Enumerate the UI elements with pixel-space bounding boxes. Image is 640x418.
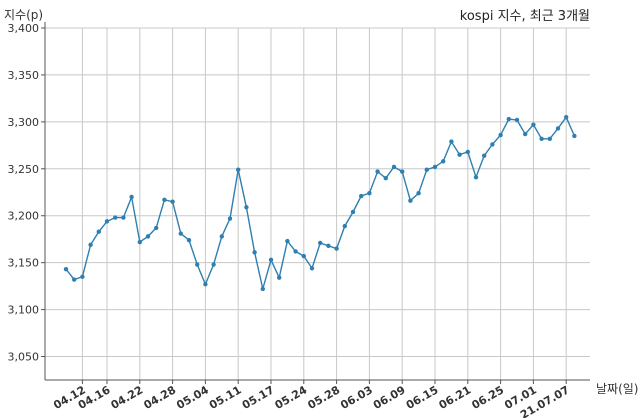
data-point	[244, 205, 249, 210]
data-point	[482, 153, 487, 158]
y-tick-label: 3,050	[8, 351, 40, 364]
data-point	[391, 164, 397, 170]
data-point	[367, 191, 372, 196]
data-point	[186, 237, 192, 243]
data-point	[88, 242, 93, 248]
data-point	[359, 193, 364, 199]
x-tick-label: 06.15	[404, 383, 441, 412]
grid	[45, 27, 590, 380]
data-point	[63, 267, 69, 272]
x-tick-label: 04.22	[109, 383, 146, 412]
x-tick-label: 06.25	[469, 383, 506, 412]
data-point	[129, 194, 134, 200]
y-tick-label: 3,150	[8, 257, 40, 270]
data-point	[564, 114, 569, 120]
data-point	[203, 282, 208, 287]
data-point	[80, 274, 85, 279]
x-tick-label: 06.03	[338, 383, 375, 412]
y-axis-label: 지수(p)	[4, 8, 44, 22]
data-point	[72, 277, 77, 282]
data-point	[514, 117, 520, 123]
data-point	[211, 262, 216, 267]
data-point	[178, 231, 183, 236]
data-point	[309, 266, 315, 271]
data-point	[465, 149, 470, 155]
data-point	[441, 159, 446, 164]
data-point	[523, 131, 528, 137]
data-point	[400, 169, 405, 174]
x-tick-label: 04.28	[141, 383, 178, 412]
data-point	[260, 286, 265, 292]
data-point	[326, 243, 331, 248]
data-point	[547, 136, 552, 141]
y-tick-label: 3,300	[8, 116, 40, 129]
data-point	[375, 169, 380, 174]
data-point	[539, 136, 544, 141]
data-point	[268, 257, 274, 263]
data-point	[236, 167, 241, 172]
data-point	[104, 219, 110, 224]
series-kospi	[63, 114, 577, 292]
y-tick-label: 3,400	[8, 22, 40, 35]
x-tick-label: 06.21	[437, 383, 474, 412]
data-point	[170, 199, 175, 204]
data-point	[424, 167, 429, 172]
y-axis-ticks: 3,050 3,100 3,150 3,200 3,250 3,300 3,350 3,400	[8, 22, 45, 364]
data-point	[195, 262, 200, 267]
x-tick-label: 05.28	[305, 383, 342, 412]
data-point	[96, 229, 102, 234]
data-point	[457, 152, 462, 157]
x-tick-label: 05.17	[240, 383, 277, 412]
data-point	[572, 133, 577, 139]
y-tick-label: 3,350	[8, 69, 40, 82]
y-tick-label: 3,200	[8, 210, 40, 223]
data-point	[531, 122, 536, 127]
x-tick-label: 05.04	[174, 383, 211, 412]
data-point	[154, 225, 159, 231]
x-axis-label: 날짜(일)	[596, 382, 639, 396]
data-point	[498, 132, 503, 138]
axes	[44, 22, 590, 381]
data-point	[121, 215, 126, 220]
data-point	[490, 142, 495, 147]
data-point	[555, 126, 561, 131]
data-point	[277, 275, 282, 280]
data-point	[145, 234, 151, 239]
data-point	[383, 175, 388, 181]
data-point	[252, 250, 257, 255]
y-tick-label: 3,250	[8, 163, 40, 176]
data-point	[506, 116, 511, 122]
data-point	[227, 216, 233, 221]
data-point	[408, 198, 413, 203]
chart-title: kospi 지수, 최근 3개월	[459, 9, 590, 24]
x-axis-ticks: 04.1204.1604.2204.2805.0405.1105.1705.24…	[51, 380, 572, 418]
data-point	[137, 239, 142, 245]
x-tick-label: 06.09	[371, 383, 408, 412]
data-point	[432, 164, 438, 170]
x-tick-label: 05.11	[207, 383, 244, 412]
data-point	[293, 249, 298, 254]
data-point	[318, 240, 323, 246]
data-point	[334, 246, 339, 251]
data-point	[350, 209, 356, 215]
data-point	[113, 215, 118, 220]
data-point	[285, 238, 290, 244]
data-point	[473, 175, 479, 180]
x-tick-label: 05.24	[273, 383, 310, 412]
y-tick-label: 3,100	[8, 304, 40, 317]
data-point	[449, 139, 454, 144]
data-point	[219, 234, 224, 239]
data-point	[301, 253, 306, 259]
data-point	[162, 197, 167, 202]
data-point	[342, 223, 347, 229]
data-point	[416, 191, 421, 196]
